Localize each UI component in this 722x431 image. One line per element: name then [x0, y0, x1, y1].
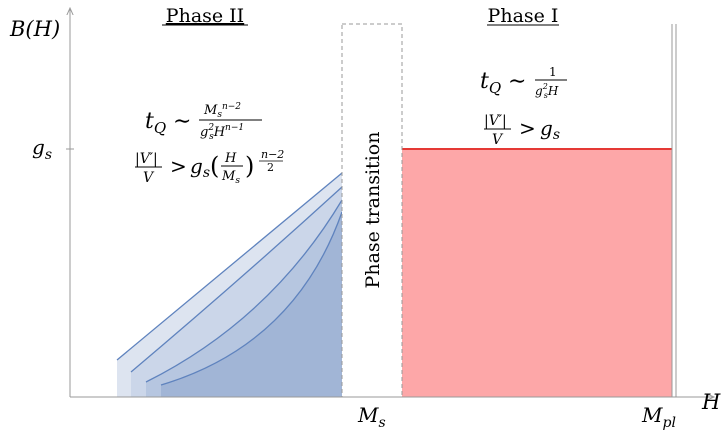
phase-two-title: Phase II	[166, 5, 244, 27]
phase-one-v-num: |V′|	[484, 113, 507, 129]
phase-two-regions	[116, 172, 343, 397]
blue-region-darkest	[161, 212, 342, 397]
phase-one-tq-den: g2 sH	[535, 82, 559, 100]
phase-transition-label: Phase transition	[362, 132, 384, 289]
phase-one-region	[402, 149, 672, 397]
mpl-tick-label-sub: pl	[662, 415, 675, 431]
phase-two-v-lparen: (	[210, 152, 219, 180]
blue-curve-2	[130, 186, 343, 373]
phase-two-formula-vprime: |V′| V > gs ( H Ms ) n−2 2	[135, 148, 284, 186]
mpl-tick-label-main: M	[641, 403, 663, 427]
phase-two-v-exp-num: n−2	[261, 148, 284, 161]
phase-two-v-gt: >	[170, 154, 187, 178]
ms-tick-label: Ms	[357, 403, 386, 431]
phase-one-tq-num: 1	[549, 65, 557, 79]
phase-two-v-h: H	[224, 151, 237, 166]
phase-one-tq-lhs: tQ	[480, 69, 501, 97]
phase-two-v-gs: gs	[190, 154, 210, 181]
x-axis-label: H	[701, 390, 721, 414]
phase-one-formula-vprime: |V′| V > gs	[484, 113, 560, 148]
phase-two-tq-den: g2 sHn−1	[200, 123, 244, 142]
phase-two-v-ms: Ms	[221, 169, 240, 186]
phase-one-v-gs: gs	[540, 116, 560, 143]
blue-curve-4	[160, 211, 343, 386]
y-axis-label: B(H)	[9, 17, 60, 41]
gs-tick-label-main: g	[32, 135, 45, 159]
blue-curve-3	[145, 199, 343, 383]
ms-tick-label-sub: s	[378, 415, 385, 431]
phase-two-v-exp-den: 2	[267, 161, 274, 174]
phase-two-v-num: |V′|	[135, 151, 158, 167]
phase-two-v-rparen: )	[245, 152, 254, 180]
phase-two-tq-lhs: tQ	[145, 109, 166, 137]
phase-two-tq-sim: ∼	[173, 109, 191, 134]
phase-one-tq-sim: ∼	[508, 69, 526, 94]
phase-two-tq-num: Msn−2	[203, 102, 241, 120]
phase-one-formula-tq: tQ ∼ 1 g2 sH	[480, 65, 567, 100]
phase-one-title: Phase I	[488, 5, 559, 27]
mpl-tick-label: Mpl	[641, 403, 676, 431]
phase-two-v-den: V	[143, 170, 155, 186]
gs-tick-label-sub: s	[45, 147, 52, 163]
gs-tick-label: gs	[32, 135, 52, 163]
ms-tick-label-main: M	[357, 403, 379, 427]
phase-one-v-gt: >	[519, 116, 536, 140]
phase-two-formula-tq: tQ ∼ Msn−2 g2 sHn−1	[145, 102, 262, 142]
phase-one-v-den: V	[492, 132, 504, 148]
blue-curve-1	[116, 172, 343, 361]
